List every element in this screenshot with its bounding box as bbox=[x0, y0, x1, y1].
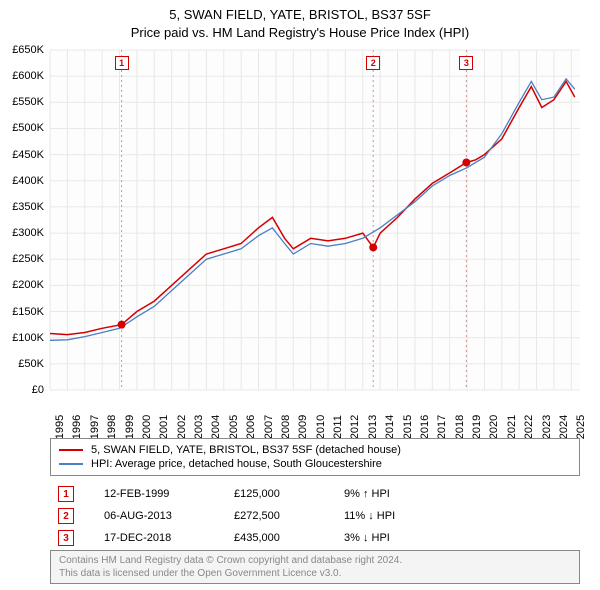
marker-badge: 2 bbox=[58, 508, 74, 524]
y-tick-label: £100K bbox=[12, 332, 44, 344]
x-tick-label: 2024 bbox=[558, 415, 570, 439]
legend-row: 5, SWAN FIELD, YATE, BRISTOL, BS37 5SF (… bbox=[59, 443, 571, 457]
marker-date: 17-DEC-2018 bbox=[104, 532, 204, 544]
x-tick-label: 2011 bbox=[332, 415, 344, 439]
x-tick-label: 2010 bbox=[315, 415, 327, 439]
x-tick-label: 2004 bbox=[210, 415, 222, 439]
x-tick-label: 2018 bbox=[454, 415, 466, 439]
x-tick-label: 1997 bbox=[89, 415, 101, 439]
x-tick-label: 2009 bbox=[297, 415, 309, 439]
x-tick-label: 2016 bbox=[419, 415, 431, 439]
title-line-2: Price paid vs. HM Land Registry's House … bbox=[0, 24, 600, 42]
title-line-1: 5, SWAN FIELD, YATE, BRISTOL, BS37 5SF bbox=[0, 6, 600, 24]
y-tick-label: £50K bbox=[18, 358, 44, 370]
x-tick-label: 1996 bbox=[71, 415, 83, 439]
legend-row: HPI: Average price, detached house, Sout… bbox=[59, 457, 571, 471]
x-tick-label: 2005 bbox=[228, 415, 240, 439]
x-tick-label: 2017 bbox=[436, 415, 448, 439]
x-tick-label: 2022 bbox=[523, 415, 535, 439]
x-tick-label: 2020 bbox=[488, 415, 500, 439]
legend-swatch bbox=[59, 463, 83, 465]
marker-table: 1 12-FEB-1999 £125,000 9% ↑ HPI 2 06-AUG-2013… bbox=[50, 483, 580, 549]
x-tick-label: 2008 bbox=[280, 415, 292, 439]
x-tick-label: 2003 bbox=[193, 415, 205, 439]
y-tick-label: £0 bbox=[32, 384, 44, 396]
y-tick-label: £500K bbox=[12, 122, 44, 134]
marker-price: £125,000 bbox=[234, 488, 314, 500]
x-tick-label: 2023 bbox=[541, 415, 553, 439]
chart-area: 1 2 3 bbox=[50, 50, 580, 390]
x-tick-label: 2025 bbox=[575, 415, 587, 439]
y-tick-label: £450K bbox=[12, 149, 44, 161]
x-axis: 1995199619971998199920002001200220032004… bbox=[50, 392, 580, 432]
x-tick-label: 2021 bbox=[506, 415, 518, 439]
x-tick-label: 2019 bbox=[471, 415, 483, 439]
marker-price: £272,500 bbox=[234, 510, 314, 522]
x-tick-label: 2000 bbox=[141, 415, 153, 439]
marker-badge: 3 bbox=[58, 530, 74, 546]
marker-price: £435,000 bbox=[234, 532, 314, 544]
x-tick-label: 1999 bbox=[124, 415, 136, 439]
y-tick-label: £300K bbox=[12, 227, 44, 239]
y-tick-label: £250K bbox=[12, 253, 44, 265]
plot-svg bbox=[50, 50, 580, 390]
footer: Contains HM Land Registry data © Crown c… bbox=[50, 550, 580, 584]
x-tick-label: 2014 bbox=[384, 415, 396, 439]
marker-badge: 1 bbox=[58, 486, 74, 502]
x-tick-label: 2013 bbox=[367, 415, 379, 439]
chart-container: 5, SWAN FIELD, YATE, BRISTOL, BS37 5SF P… bbox=[0, 0, 600, 590]
x-tick-label: 2015 bbox=[402, 415, 414, 439]
legend: 5, SWAN FIELD, YATE, BRISTOL, BS37 5SF (… bbox=[50, 438, 580, 476]
marker-date: 12-FEB-1999 bbox=[104, 488, 204, 500]
chart-marker-badge: 2 bbox=[366, 56, 380, 70]
x-tick-label: 2007 bbox=[263, 415, 275, 439]
marker-row: 1 12-FEB-1999 £125,000 9% ↑ HPI bbox=[50, 483, 580, 505]
chart-marker-badge: 1 bbox=[115, 56, 129, 70]
x-tick-label: 1998 bbox=[106, 415, 118, 439]
chart-marker-badge: 3 bbox=[459, 56, 473, 70]
footer-line-2: This data is licensed under the Open Gov… bbox=[59, 567, 571, 580]
marker-row: 2 06-AUG-2013 £272,500 11% ↓ HPI bbox=[50, 505, 580, 527]
y-axis: £0£50K£100K£150K£200K£250K£300K£350K£400… bbox=[0, 50, 48, 390]
y-tick-label: £550K bbox=[12, 96, 44, 108]
y-tick-label: £600K bbox=[12, 70, 44, 82]
x-tick-label: 2001 bbox=[158, 415, 170, 439]
marker-diff: 11% ↓ HPI bbox=[344, 510, 444, 522]
y-tick-label: £150K bbox=[12, 306, 44, 318]
y-tick-label: £400K bbox=[12, 175, 44, 187]
y-tick-label: £650K bbox=[12, 44, 44, 56]
x-tick-label: 2006 bbox=[245, 415, 257, 439]
x-tick-label: 2002 bbox=[176, 415, 188, 439]
title-block: 5, SWAN FIELD, YATE, BRISTOL, BS37 5SF P… bbox=[0, 0, 600, 42]
marker-diff: 9% ↑ HPI bbox=[344, 488, 444, 500]
y-tick-label: £350K bbox=[12, 201, 44, 213]
x-tick-label: 2012 bbox=[349, 415, 361, 439]
y-tick-label: £200K bbox=[12, 279, 44, 291]
x-tick-label: 1995 bbox=[54, 415, 66, 439]
legend-label: 5, SWAN FIELD, YATE, BRISTOL, BS37 5SF (… bbox=[91, 444, 401, 456]
marker-row: 3 17-DEC-2018 £435,000 3% ↓ HPI bbox=[50, 527, 580, 549]
marker-date: 06-AUG-2013 bbox=[104, 510, 204, 522]
legend-swatch bbox=[59, 449, 83, 451]
marker-diff: 3% ↓ HPI bbox=[344, 532, 444, 544]
legend-label: HPI: Average price, detached house, Sout… bbox=[91, 458, 382, 470]
footer-line-1: Contains HM Land Registry data © Crown c… bbox=[59, 554, 571, 567]
